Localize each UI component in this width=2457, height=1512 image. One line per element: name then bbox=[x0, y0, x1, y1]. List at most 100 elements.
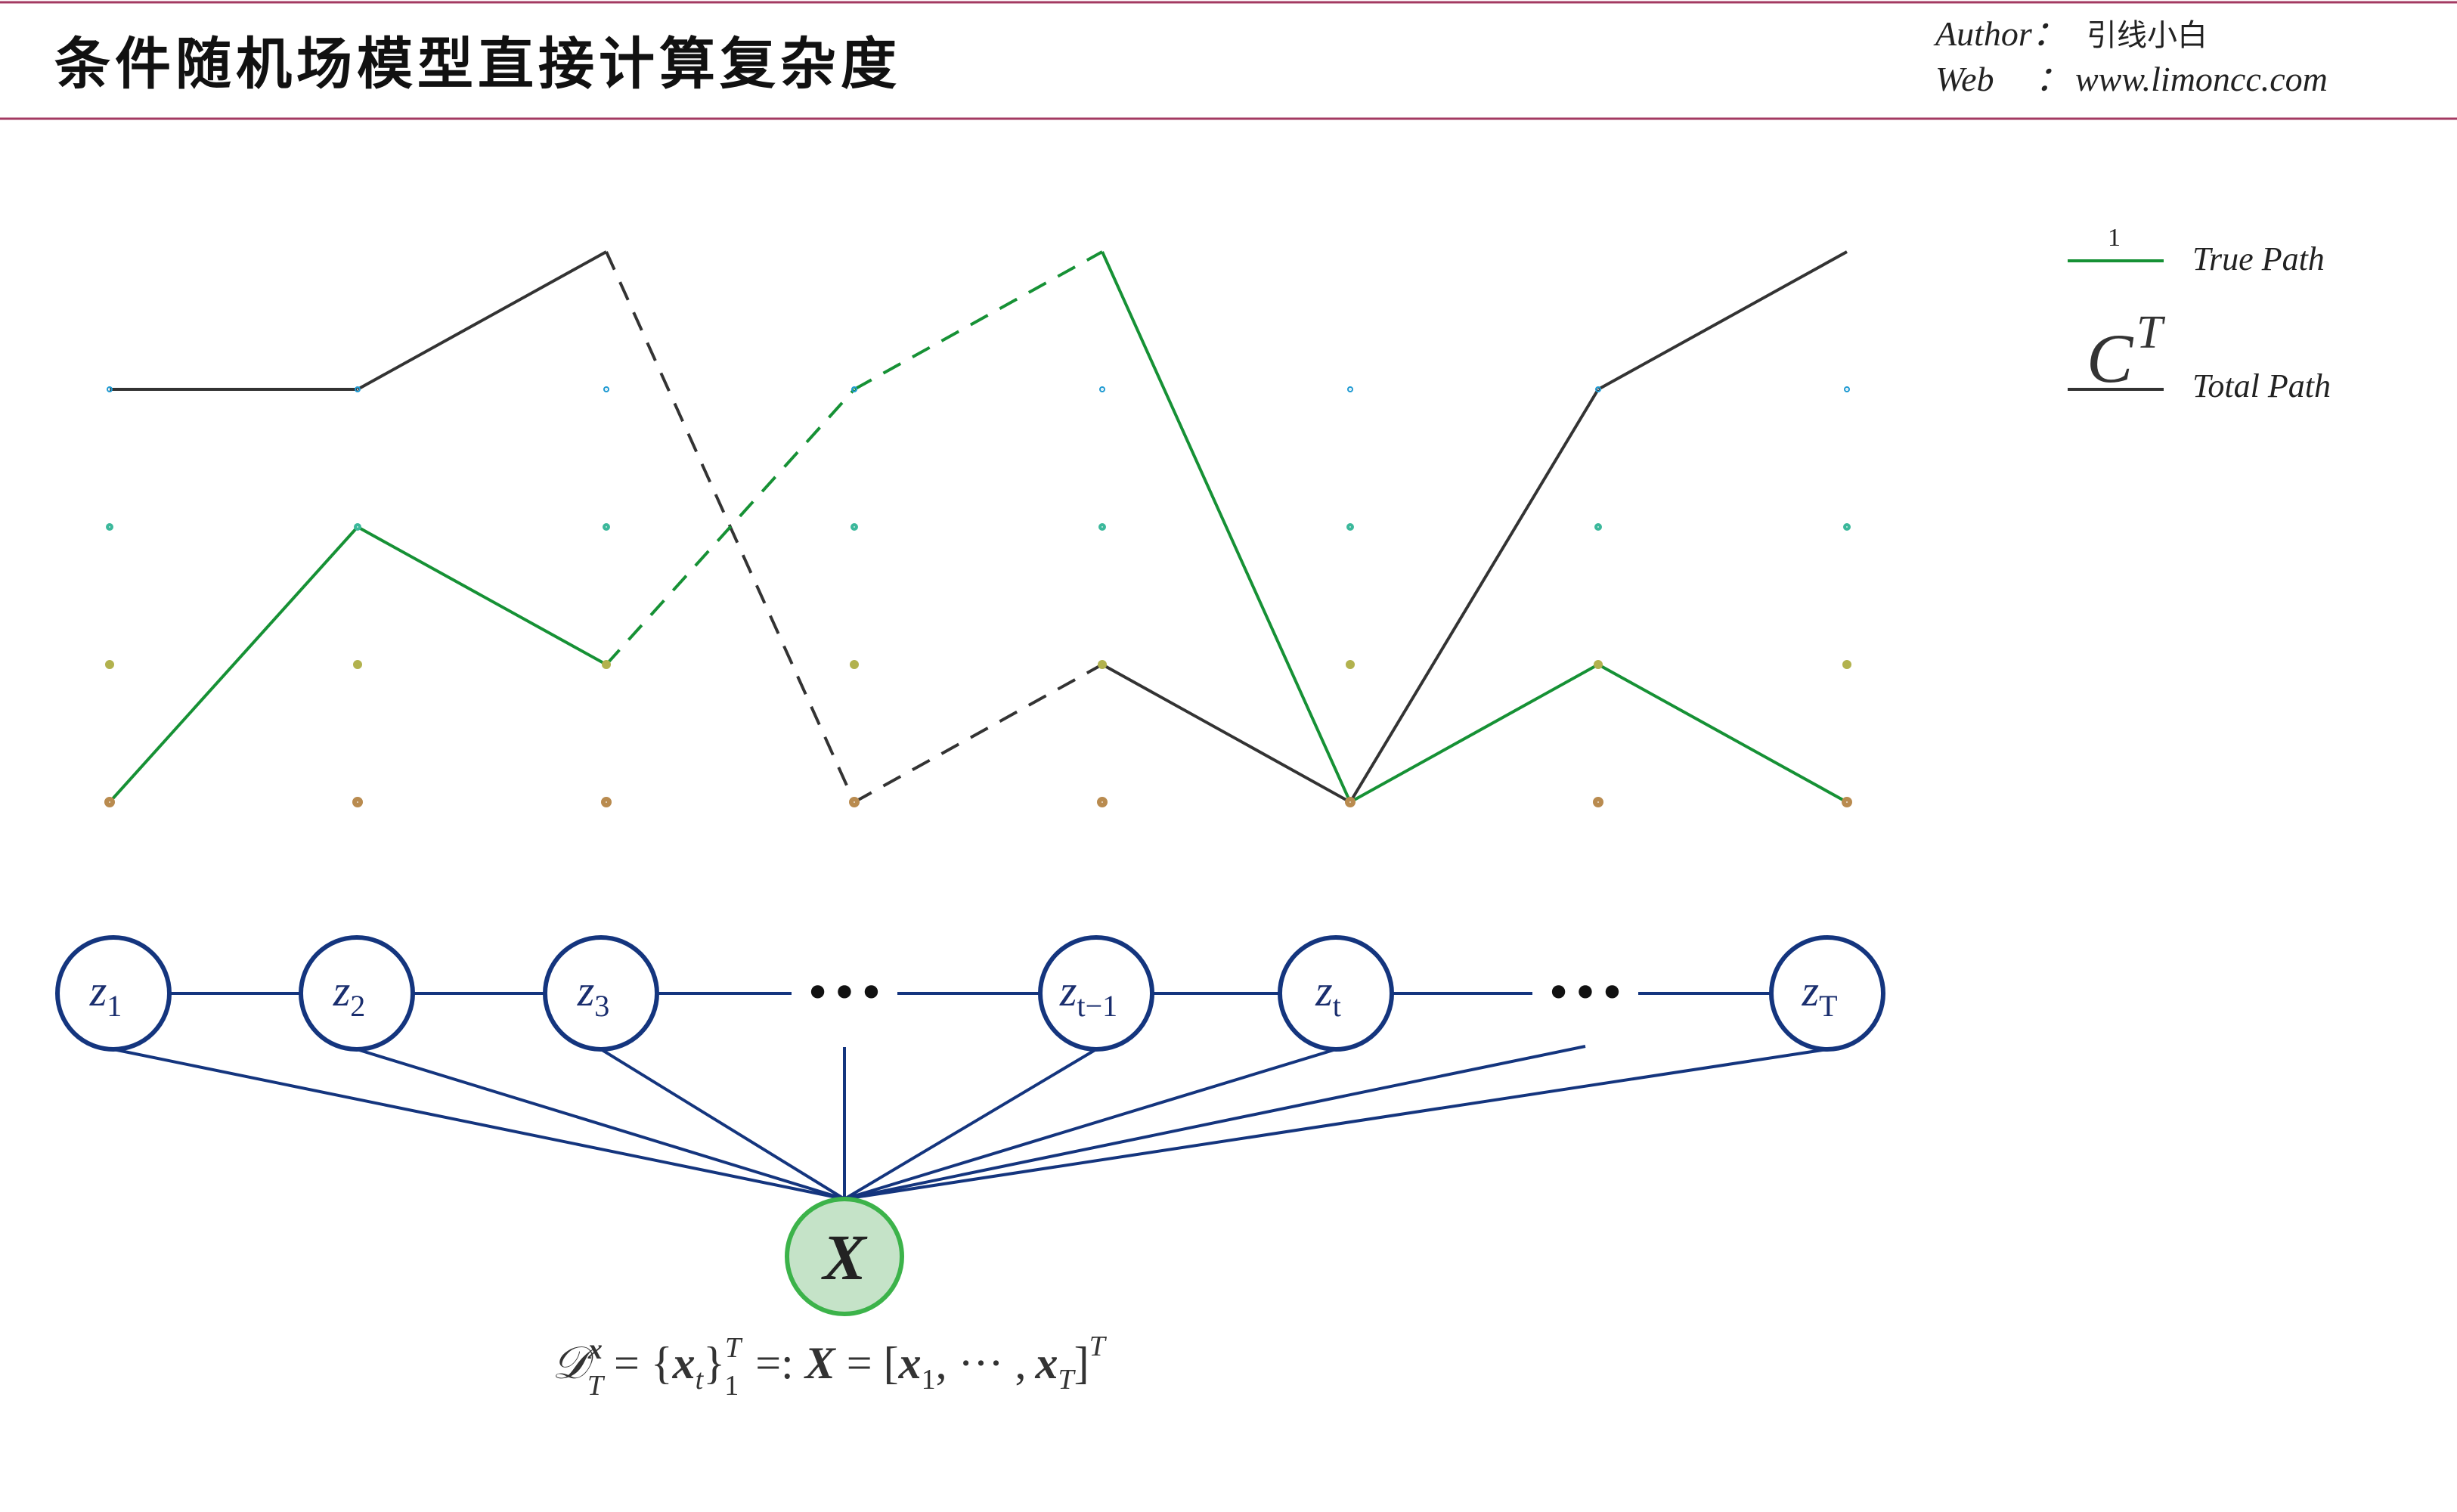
state-node-r4-c1 bbox=[105, 660, 114, 669]
observation-node bbox=[785, 1197, 904, 1316]
formula-xT: x bbox=[1035, 1338, 1058, 1388]
true-path-segment-5 bbox=[1101, 251, 1352, 803]
latent-node-label-2: z2 bbox=[333, 966, 366, 1023]
observation-link-2 bbox=[356, 1048, 845, 1201]
formula-xt-sub: t bbox=[696, 1364, 705, 1396]
formula-eq1: = { bbox=[614, 1338, 673, 1388]
latent-node-5 bbox=[1038, 935, 1154, 1052]
formula-x1-sub: 1 bbox=[922, 1364, 936, 1396]
observation-link-1 bbox=[113, 1048, 845, 1201]
state-node-r3-c4 bbox=[850, 523, 858, 531]
state-node-r4-c7 bbox=[1594, 660, 1603, 669]
formula-eq3: = [ bbox=[835, 1338, 899, 1388]
formula-dots: , ··· , bbox=[936, 1338, 1027, 1388]
state-node-r5-c5 bbox=[1097, 797, 1108, 807]
true-path-segment-4 bbox=[854, 250, 1103, 391]
other-path-segment-2 bbox=[357, 250, 607, 391]
latent-node-label-3: z3 bbox=[577, 966, 610, 1023]
formula-brace-sup: T bbox=[725, 1332, 743, 1364]
paths-layer bbox=[108, 250, 1848, 804]
legend-true-path-label: True Path bbox=[2192, 240, 2325, 277]
other-path-segment-5 bbox=[1101, 663, 1351, 804]
latent-node-1 bbox=[55, 935, 172, 1052]
other-path-segment-4 bbox=[854, 663, 1103, 804]
web-label: Web bbox=[1935, 60, 1994, 98]
observation-link-5 bbox=[843, 1048, 1098, 1201]
state-node-r2-c8 bbox=[1844, 386, 1850, 392]
latent-node-3 bbox=[543, 935, 659, 1052]
state-grid bbox=[104, 386, 1852, 807]
latent-node-label-5: zt−1 bbox=[1059, 966, 1117, 1023]
true-path-segment-3 bbox=[605, 388, 856, 666]
other-path-segment-7 bbox=[1597, 250, 1848, 391]
web-url: www.limoncc.com bbox=[2075, 60, 2328, 98]
formula-x1: x bbox=[898, 1338, 922, 1388]
observation-link-8 bbox=[844, 1048, 1828, 1201]
state-node-r3-c8 bbox=[1843, 523, 1851, 531]
observation-link-3 bbox=[600, 1048, 846, 1201]
latent-node-6 bbox=[1278, 935, 1394, 1052]
latent-node-2 bbox=[299, 935, 415, 1052]
state-node-r3-c3 bbox=[603, 523, 610, 531]
latent-node-label-8: zT bbox=[1801, 966, 1837, 1023]
true-path-segment-6 bbox=[1349, 663, 1599, 804]
state-node-r3-c2 bbox=[354, 523, 361, 531]
legend: 1 True Path C T Total Path bbox=[2068, 224, 2331, 404]
state-node-r3-c6 bbox=[1346, 523, 1354, 531]
formula-xt: x bbox=[672, 1338, 696, 1388]
state-node-r3-c5 bbox=[1098, 523, 1106, 531]
observation-label: X bbox=[820, 1221, 868, 1294]
latent-node-label-1: z1 bbox=[89, 966, 122, 1023]
formula-X: X bbox=[804, 1338, 837, 1388]
true-path-segment-1 bbox=[108, 525, 359, 804]
state-node-r2-c5 bbox=[1099, 386, 1105, 392]
chain-ellipsis-7: ••• bbox=[1545, 967, 1625, 1020]
legend-total-path-exponent: T bbox=[2136, 307, 2166, 358]
formula-d-sup: x bbox=[587, 1334, 603, 1365]
state-node-r2-c2 bbox=[355, 386, 361, 392]
legend-true-path-count: 1 bbox=[2108, 224, 2121, 252]
state-node-r2-c3 bbox=[603, 386, 609, 392]
formula-close-sup: T bbox=[1089, 1331, 1108, 1362]
formula-brace-close: } bbox=[703, 1338, 725, 1388]
observation-link-6 bbox=[844, 1048, 1337, 1201]
state-node-r5-c6 bbox=[1345, 797, 1356, 807]
state-node-r2-c4 bbox=[851, 386, 857, 392]
latent-node-8 bbox=[1769, 935, 1885, 1052]
other-path-segment-6 bbox=[1349, 388, 1600, 804]
state-node-r2-c1 bbox=[107, 386, 113, 392]
state-node-r4-c3 bbox=[602, 660, 611, 669]
state-node-r5-c1 bbox=[104, 797, 115, 807]
formula-xT-sub: T bbox=[1058, 1364, 1077, 1396]
author-value: 引线小白 bbox=[2087, 18, 2208, 53]
formula-close: ] bbox=[1074, 1338, 1089, 1388]
chain-ellipsis-4: ••• bbox=[804, 967, 885, 1020]
state-node-r4-c8 bbox=[1842, 660, 1851, 669]
state-node-r4-c5 bbox=[1098, 660, 1107, 669]
legend-total-path-symbol: C bbox=[2087, 320, 2134, 397]
formula-brace-sub: 1 bbox=[724, 1370, 739, 1402]
state-node-r4-c6 bbox=[1346, 660, 1355, 669]
observation-link-7 bbox=[844, 1045, 1586, 1201]
state-node-r2-c7 bbox=[1595, 386, 1601, 392]
state-node-r4-c4 bbox=[850, 660, 859, 669]
state-node-r4-c2 bbox=[353, 660, 362, 669]
true-path-segment-7 bbox=[1597, 663, 1848, 804]
formula-eq2: =: bbox=[755, 1338, 805, 1388]
formula: 𝒟x T = {xt}T 1 =: X = [x1, ··· , xT]T bbox=[552, 1331, 1108, 1402]
state-node-r2-c6 bbox=[1347, 386, 1353, 392]
author-label: Author： bbox=[1933, 14, 2067, 53]
state-node-r5-c8 bbox=[1842, 797, 1852, 807]
state-node-r5-c2 bbox=[352, 797, 363, 807]
header: 条件随机场模型直接计算复杂度 Author： 引线小白 Web ： www.li… bbox=[0, 1, 2457, 120]
state-node-r5-c7 bbox=[1593, 797, 1603, 807]
state-node-r5-c3 bbox=[601, 797, 612, 807]
state-node-r3-c1 bbox=[106, 523, 113, 531]
formula-d-sub: T bbox=[587, 1370, 606, 1402]
legend-total-path-label: Total Path bbox=[2192, 367, 2331, 404]
state-node-r5-c4 bbox=[849, 797, 860, 807]
page-title: 条件随机场模型直接计算复杂度 bbox=[54, 32, 901, 97]
true-path-segment-2 bbox=[357, 525, 607, 666]
state-node-r3-c7 bbox=[1594, 523, 1602, 531]
latent-chain: z1 z2 z3 ••• zt−1 zt ••• zT X bbox=[55, 935, 1885, 1316]
